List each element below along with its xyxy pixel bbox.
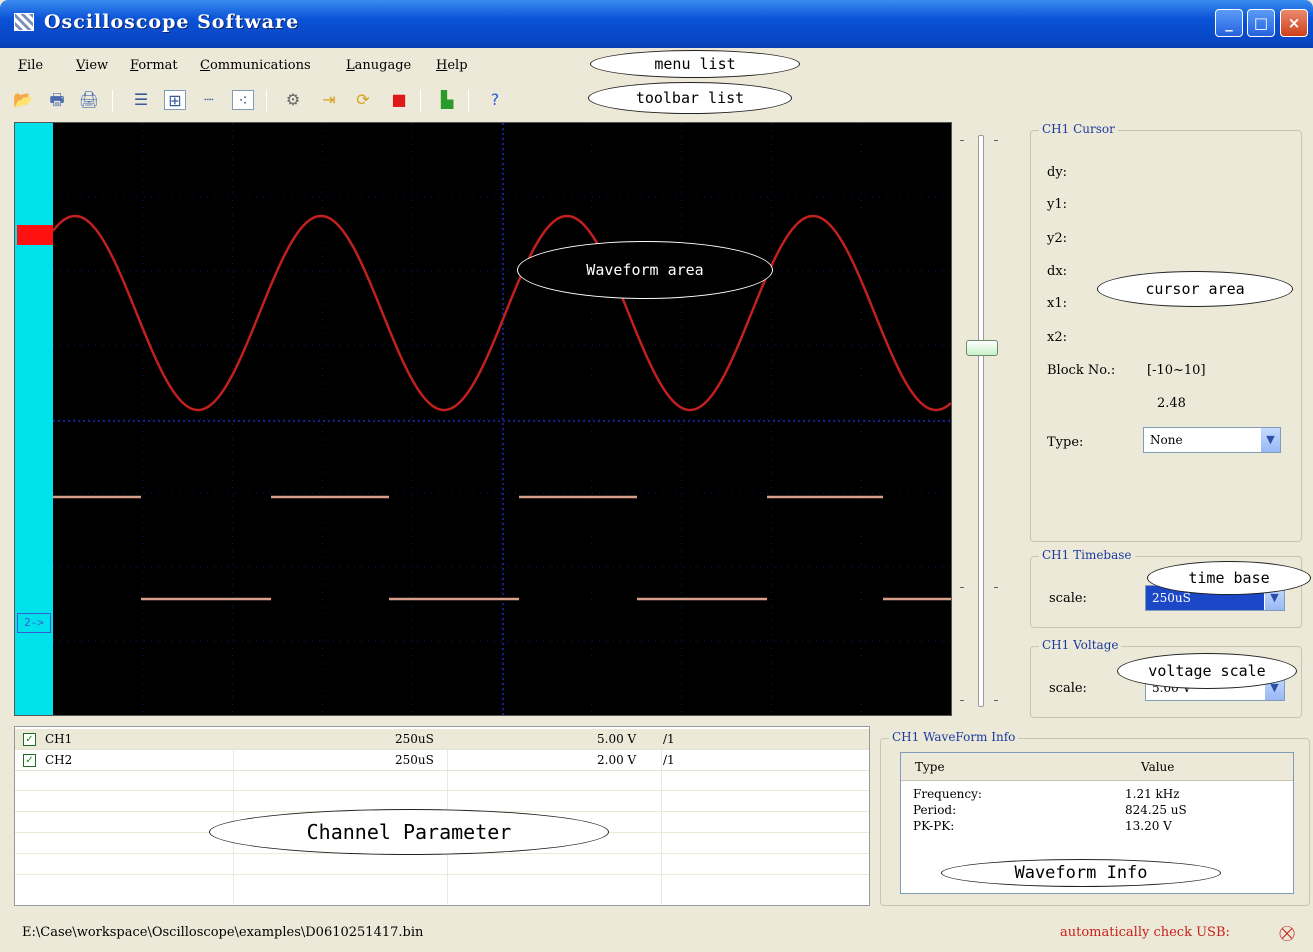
voltage-group: CH1 Voltage scale: 5.00 V ▼ voltage scal… [1030,638,1302,718]
stop-icon[interactable]: ■ [391,90,407,109]
menu-bar: File View Format Communications Lanugage… [0,50,1313,80]
info-value: 824.25 uS [1125,803,1187,817]
channel-timebase: 250uS [395,732,434,746]
ch1-checkbox[interactable]: ✓ [23,733,36,746]
info-value: 13.20 V [1125,819,1172,833]
ch2-level-marker[interactable]: 2-> [17,613,51,633]
type-label: Type: [1047,435,1084,450]
chevron-down-icon: ▼ [1260,428,1280,452]
x1-label: x1: [1047,296,1067,311]
vertical-slider-track[interactable] [978,135,984,707]
cursor-group-title: CH1 Cursor [1039,122,1118,136]
menu-file[interactable]: File [18,58,44,73]
status-bar: E:\Case\workspace\Oscilloscope\examples\… [0,914,1313,952]
window-title: Oscilloscope Software [44,11,300,33]
channel-name: CH1 [45,732,73,746]
cursor-area-callout: cursor area [1097,271,1293,307]
help-icon[interactable]: ? [490,90,500,109]
voltage-scale-label: scale: [1049,681,1087,696]
dx-label: dx: [1047,264,1068,279]
app-icon [14,13,34,31]
maximize-button[interactable]: □ [1247,9,1275,37]
info-value: 1.21 kHz [1125,787,1180,801]
refresh-icon[interactable]: ⟳ [356,90,370,109]
grid-icon[interactable]: ⊞ [164,90,186,110]
info-type: PK-PK: [913,819,955,833]
cursor-group: CH1 Cursor dy: y1: y2: dx: x1: x2: Block… [1030,122,1302,542]
channel-probe: /1 [663,753,675,767]
channel-volt: 5.00 V [597,732,637,746]
close-button[interactable]: × [1280,9,1308,37]
export-icon[interactable]: ▙ [440,90,454,109]
toolbar: 📂 🖶 🖨 ☰ ⊞ ┈ ⁖ ⚙ ⇥ ⟳ ■ ▙ ? toolbar list [0,82,1313,118]
col-type-header: Type [915,760,945,774]
voltage-scale-callout: voltage scale [1117,653,1297,689]
ch1-level-marker[interactable] [17,225,53,245]
menu-format[interactable]: Format [130,58,178,73]
table-row[interactable]: ✓ CH2 250uS 2.00 V /1 [15,750,869,771]
settings-icon[interactable]: ⚙ [285,90,301,109]
y1-label: y1: [1047,197,1067,212]
col-value-header: Value [1141,760,1175,774]
table-row[interactable]: ✓ CH1 250uS 5.00 V /1 [15,729,869,750]
waveform-area[interactable]: 2-> Waveform area [14,122,952,716]
waveform-plot [53,123,951,715]
channel-marker-strip: 2-> [15,123,53,715]
info-type: Frequency: [913,787,982,801]
channel-volt: 2.00 V [597,753,637,767]
timebase-group: CH1 Timebase scale: 250uS ▼ time base [1030,548,1311,628]
channel-parameter-callout: Channel Parameter [209,809,609,855]
dotted-line-icon[interactable]: ┈ [204,90,214,109]
file-path: E:\Case\workspace\Oscilloscope\examples\… [22,925,424,940]
block-no-value: 2.48 [1157,396,1186,411]
waveform-info-header: Type Value [901,753,1293,781]
title-bar[interactable]: Oscilloscope Software _ □ × [0,0,1313,48]
channel-name: CH2 [45,753,73,767]
open-icon[interactable]: 📂 [13,90,33,109]
channel-timebase: 250uS [395,753,434,767]
print-icon[interactable]: 🖶 [49,90,65,109]
voltage-group-title: CH1 Voltage [1039,638,1122,652]
menu-view[interactable]: View [76,58,109,73]
menu-list-callout: menu list [590,50,800,78]
channel-probe: /1 [663,732,675,746]
ch2-checkbox[interactable]: ✓ [23,754,36,767]
menu-language[interactable]: Lanugage [346,58,412,73]
menu-help[interactable]: Help [436,58,468,73]
dy-label: dy: [1047,165,1068,180]
waveform-info-callout: Waveform Info [941,859,1221,887]
print-preview-icon[interactable]: 🖨 [78,90,100,109]
menu-communications[interactable]: Communications [200,58,311,73]
cursor-type-select[interactable]: None ▼ [1143,427,1281,453]
points-icon[interactable]: ⁖ [232,90,254,110]
channel-parameter-table: ✓ CH1 250uS 5.00 V /1 ✓ CH2 250uS 2.00 V… [14,726,870,906]
waveform-info-list: Type Value Frequency: 1.21 kHz Period: 8… [900,752,1294,894]
list-icon[interactable]: ☰ [133,90,149,109]
waveform-info-group: CH1 WaveForm Info [880,730,1310,906]
timebase-scale-label: scale: [1049,591,1087,606]
info-type: Period: [913,803,957,817]
y2-label: y2: [1047,231,1067,246]
block-no-label: Block No.: [1047,363,1116,378]
toolbar-list-callout: toolbar list [588,82,792,114]
usb-disconnected-icon[interactable]: ⛒ [1279,924,1295,942]
usb-status-text: automatically check USB: [1060,925,1230,940]
block-no-range: [-10~10] [1147,363,1206,378]
ch1-trace [53,214,951,412]
minimize-button[interactable]: _ [1215,9,1243,37]
vertical-slider-thumb[interactable] [966,340,998,356]
timebase-group-title: CH1 Timebase [1039,548,1135,562]
x2-label: x2: [1047,330,1067,345]
waveform-area-callout: Waveform area [517,241,773,299]
import-icon[interactable]: ⇥ [322,90,336,109]
time-base-callout: time base [1147,561,1311,595]
waveform-info-title: CH1 WaveForm Info [889,730,1019,744]
